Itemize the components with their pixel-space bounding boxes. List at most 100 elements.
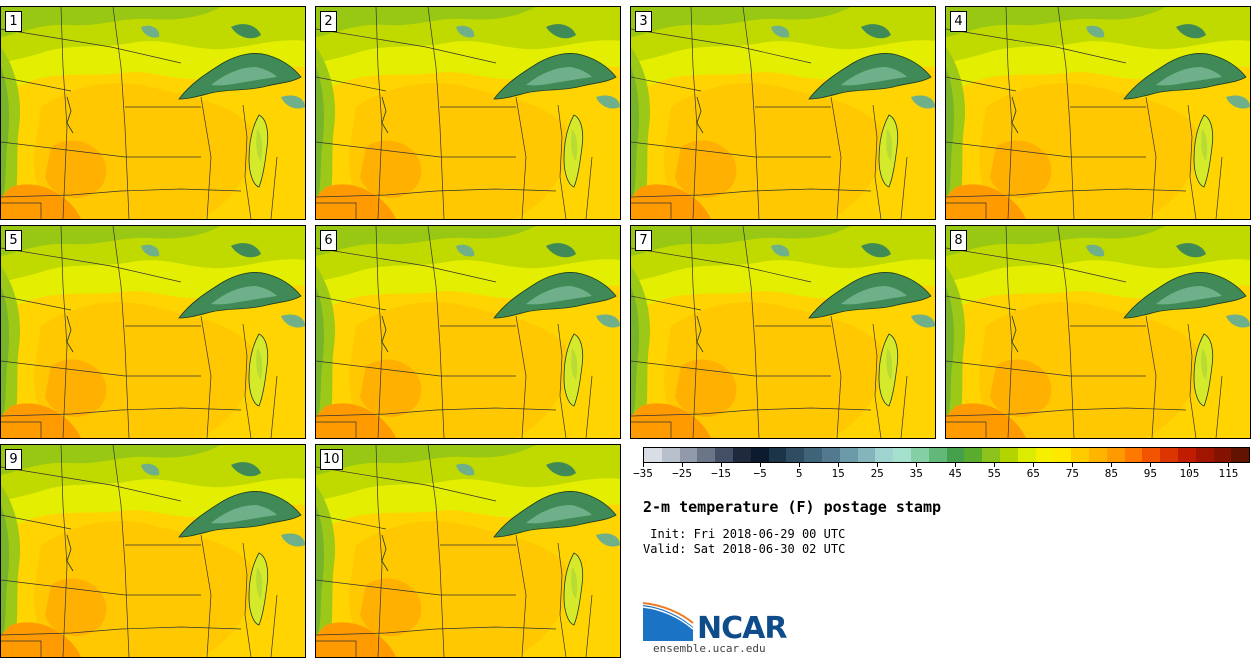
temperature-map [1, 445, 305, 657]
member-number-label: 3 [635, 11, 652, 32]
colorbar-tick-labels: −35 −25 −15 −5 5 15 25 35 45 55 65 75 85 95 105 115 [633, 463, 1248, 485]
colorbar-tick-label: 75 [1065, 467, 1079, 480]
colorbar-swatch [1088, 448, 1107, 462]
colorbar-tick [1033, 463, 1035, 467]
init-time: Init: Fri 2018-06-29 00 UTC [643, 527, 846, 541]
colorbar-tick [682, 463, 684, 467]
colorbar-tick [721, 463, 723, 467]
colorbar-swatch [1017, 448, 1036, 462]
colorbar-swatch [1124, 448, 1143, 462]
ensemble-member-panel-2[interactable]: 2 [315, 6, 621, 220]
ensemble-member-panel-3[interactable]: 3 [630, 6, 936, 220]
colorbar-tick-label: 65 [1026, 467, 1040, 480]
colorbar-swatch [928, 448, 947, 462]
temperature-map [316, 445, 620, 657]
colorbar-swatch [644, 448, 662, 462]
colorbar-swatch [1231, 448, 1250, 462]
colorbar-tick [1072, 463, 1074, 467]
temperature-map [631, 7, 935, 219]
colorbar-tick-label: 85 [1104, 467, 1118, 480]
colorbar-tick [643, 463, 644, 467]
colorbar-tick [1228, 463, 1230, 467]
colorbar-swatch [1035, 448, 1054, 462]
member-number-label: 9 [5, 449, 22, 470]
colorbar-swatch [1177, 448, 1196, 462]
colorbar-swatch [946, 448, 965, 462]
colorbar-tick [916, 463, 918, 467]
colorbar-tick [1111, 463, 1113, 467]
colorbar-tick-label: −35 [633, 467, 653, 480]
colorbar-tick [877, 463, 879, 467]
ensemble-member-panel-9[interactable]: 9 [0, 444, 306, 658]
ncar-wordmark: NCAR [697, 611, 787, 646]
colorbar-tick-label: 35 [909, 467, 923, 480]
temperature-map [316, 7, 620, 219]
colorbar-swatch [839, 448, 858, 462]
colorbar-swatch [821, 448, 840, 462]
valid-time: Valid: Sat 2018-06-30 02 UTC [643, 542, 846, 556]
colorbar-tick-label: 15 [831, 467, 845, 480]
temperature-map [946, 226, 1250, 438]
temperature-map [631, 226, 935, 438]
colorbar-tick [955, 463, 957, 467]
colorbar-swatch [679, 448, 698, 462]
colorbar-swatch [875, 448, 894, 462]
temperature-map [1, 7, 305, 219]
colorbar-swatch [768, 448, 787, 462]
colorbar-tick [838, 463, 840, 467]
colorbar-tick-label: −5 [753, 467, 767, 480]
colorbar-swatch [1213, 448, 1232, 462]
colorbar-tick [1150, 463, 1152, 467]
colorbar-tick-label: 45 [948, 467, 962, 480]
member-number-label: 7 [635, 230, 652, 251]
ensemble-member-panel-6[interactable]: 6 [315, 225, 621, 439]
colorbar-swatch [1142, 448, 1161, 462]
colorbar-swatch [732, 448, 751, 462]
colorbar-tick-label: 55 [987, 467, 1001, 480]
colorbar-swatch [910, 448, 929, 462]
colorbar-swatch [715, 448, 733, 462]
colorbar-tick-label: 115 [1218, 467, 1239, 480]
colorbar-swatch [893, 448, 911, 462]
colorbar-swatch [1053, 448, 1072, 462]
colorbar-tick [1189, 463, 1191, 467]
ensemble-member-panel-7[interactable]: 7 [630, 225, 936, 439]
member-number-label: 10 [320, 449, 343, 470]
temperature-map [946, 7, 1250, 219]
temperature-colorbar [643, 447, 1250, 463]
colorbar-swatch [804, 448, 822, 462]
member-number-label: 1 [5, 11, 22, 32]
ensemble-member-panel-4[interactable]: 4 [945, 6, 1251, 220]
colorbar-tick [994, 463, 996, 467]
colorbar-swatch [1106, 448, 1125, 462]
ensemble-member-panel-10[interactable]: 10 [315, 444, 621, 658]
colorbar-tick-label: 25 [870, 467, 884, 480]
ncar-logo-icon [643, 602, 694, 641]
member-number-label: 6 [320, 230, 337, 251]
colorbar-swatch [999, 448, 1018, 462]
colorbar-tick-label: 105 [1179, 467, 1200, 480]
colorbar-swatch [1071, 448, 1089, 462]
member-number-label: 8 [950, 230, 967, 251]
ensemble-member-panel-1[interactable]: 1 [0, 6, 306, 220]
colorbar-swatch [661, 448, 680, 462]
colorbar-tick-label: 5 [795, 467, 803, 480]
colorbar-swatch [964, 448, 983, 462]
colorbar-tick [760, 463, 762, 467]
ensemble-member-panel-8[interactable]: 8 [945, 225, 1251, 439]
colorbar-swatch [697, 448, 716, 462]
member-number-label: 4 [950, 11, 967, 32]
product-title: 2-m temperature (F) postage stamp [643, 498, 942, 516]
colorbar-swatch [750, 448, 769, 462]
colorbar-swatch [857, 448, 876, 462]
ensemble-member-panel-5[interactable]: 5 [0, 225, 306, 439]
website-link[interactable]: ensemble.ucar.edu [653, 642, 766, 655]
colorbar-tick [799, 463, 801, 467]
temperature-map [316, 226, 620, 438]
colorbar-tick-label: −15 [711, 467, 731, 480]
colorbar-tick-label: 95 [1143, 467, 1158, 480]
colorbar-swatch [786, 448, 805, 462]
colorbar-swatch [982, 448, 1000, 462]
temperature-map [1, 226, 305, 438]
colorbar-tick-label: −25 [672, 467, 692, 480]
